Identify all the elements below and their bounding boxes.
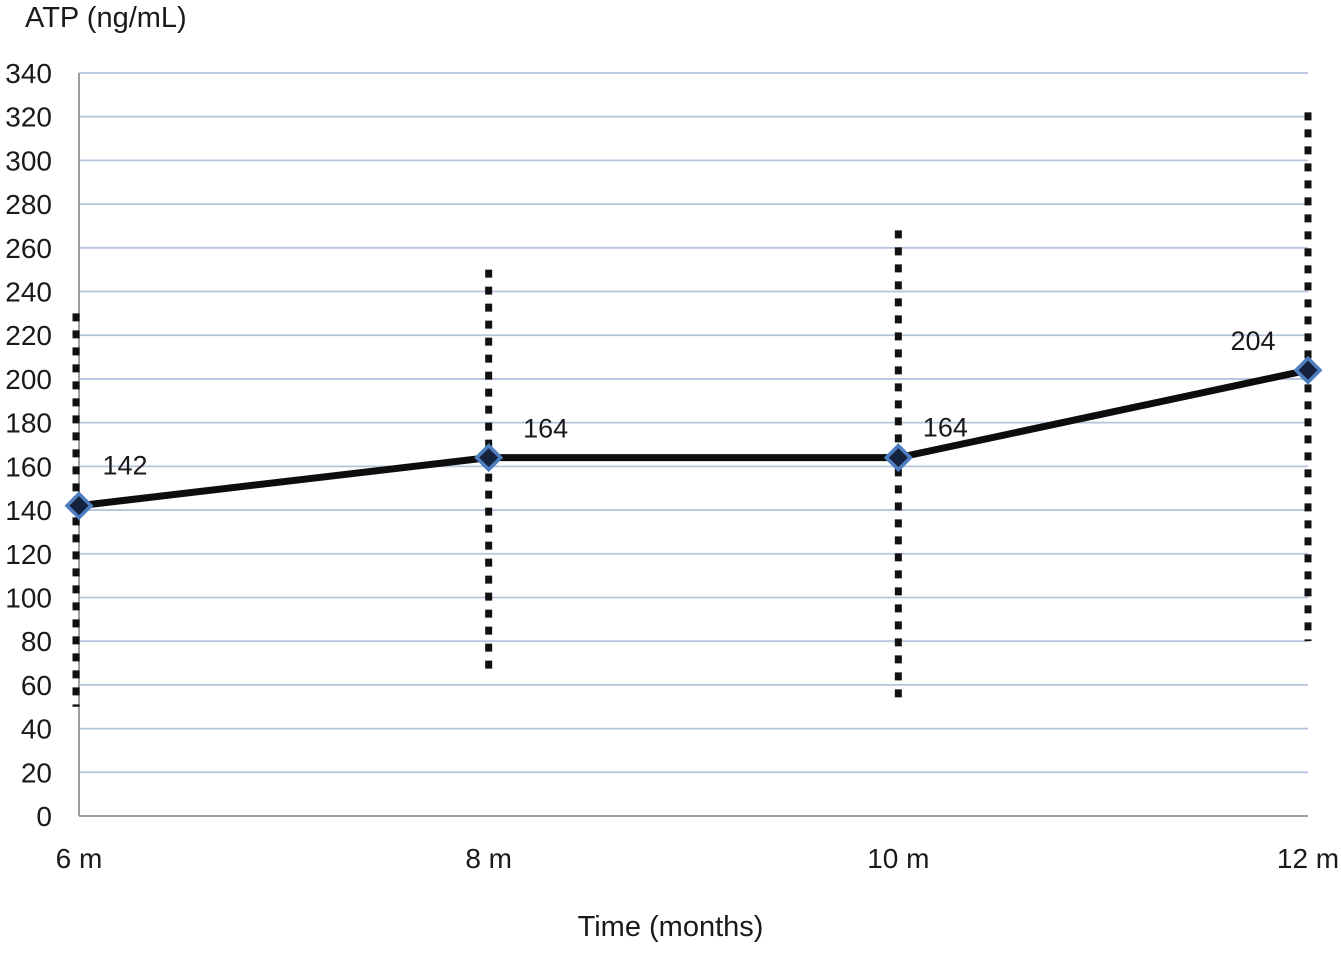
y-tick-label: 20 [21,757,52,788]
data-point-marker [64,491,94,521]
y-tick-label: 140 [5,495,52,526]
y-tick-label: 0 [36,801,52,832]
x-tick-label: 10 m [867,843,929,874]
data-label: 142 [102,451,147,481]
y-tick-label: 160 [5,451,52,482]
y-tick-label: 300 [5,145,52,176]
y-tick-label: 200 [5,364,52,395]
y-tick-label: 240 [5,277,52,308]
data-point-marker [1293,355,1323,385]
data-label: 204 [1230,326,1275,356]
y-tick-label: 260 [5,233,52,264]
x-tick-label: 12 m [1277,843,1339,874]
data-label: 164 [523,414,568,444]
data-point-marker [474,443,504,473]
y-tick-label: 180 [5,408,52,439]
y-tick-label: 120 [5,539,52,570]
x-axis-title: Time (months) [577,911,764,943]
y-tick-label: 100 [5,582,52,613]
y-tick-label: 220 [5,320,52,351]
y-tick-label: 280 [5,189,52,220]
series-line [75,366,1312,510]
y-tick-label: 340 [5,58,52,89]
data-point-marker [883,443,913,473]
y-tick-label: 80 [21,626,52,657]
x-tick-label: 6 m [56,843,103,874]
y-tick-label: 320 [5,102,52,133]
data-label: 164 [923,413,968,443]
chart-title: ATP (ng/mL) [25,2,187,34]
y-tick-label: 60 [21,670,52,701]
x-tick-label: 8 m [465,843,512,874]
y-tick-label: 40 [21,714,52,745]
